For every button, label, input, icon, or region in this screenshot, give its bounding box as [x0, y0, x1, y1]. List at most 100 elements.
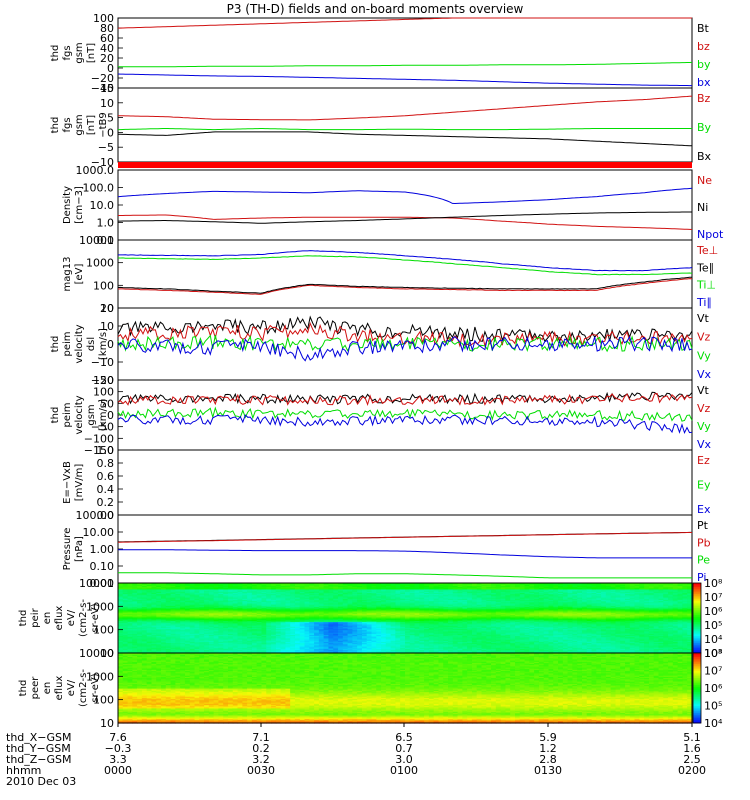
legend-Pb: Pb: [697, 536, 711, 549]
panel-frame: [117, 379, 693, 451]
plot-title: P3 (TH-D) fields and on-board moments ov…: [227, 2, 524, 16]
y-tick-label: 0.4: [97, 483, 115, 496]
series-Vz-line: [117, 321, 693, 348]
spectrogram-9: [118, 583, 693, 654]
y-tick-label: −20: [91, 374, 114, 387]
y-tick-label: 50: [100, 397, 114, 410]
y-axis-label: thd fgs gsm [nT] −tB9: [50, 112, 109, 138]
y-tick-label: 0.10: [90, 560, 115, 573]
legend-bx: bx: [697, 76, 711, 89]
y-tick-label: 10: [100, 97, 114, 110]
y-tick-label: 100: [93, 624, 114, 637]
panel-10: 10⁸ 10⁷ 10⁶ 10⁵ 10⁴ 10000 1000 100 10 thd peer en ef…: [18, 647, 723, 730]
colorbar-tick: 10⁷: [704, 665, 722, 678]
y-axis-label-line: thd: [50, 117, 61, 134]
series-Pi-line: [118, 549, 692, 559]
y-axis-label-line: thd: [18, 610, 29, 627]
y-axis-label-line: (cm2-s-: [78, 669, 89, 707]
y-axis-label-line: thd: [50, 336, 61, 353]
y-axis-label-line: (cm2-s-: [78, 599, 89, 637]
y-tick-label: 10: [100, 717, 114, 730]
y-axis-label: E=−VxB [mV/m]: [62, 461, 85, 504]
footer-value: 0200: [678, 764, 706, 777]
legend-Vt: Vt: [697, 384, 710, 397]
panel-2: 15 10 50 −5 −10 thd fgs gsm [nT] −tB9 Bz By Bx: [50, 82, 712, 169]
series-Npot-line: [117, 187, 693, 205]
footer-label: thd_X−GSM: [6, 731, 72, 744]
y-axis-label: thd peim velocity gsm [km/s]: [50, 395, 109, 434]
panel-7: 1.00.80.60.40.20.0 E=−VxB [mV/m] Ez Ey Ex: [62, 444, 711, 522]
y-axis-label-line: [nT]: [86, 43, 97, 63]
y-tick-label: 0: [107, 409, 114, 422]
legend-Ti∥: Ti∥: [696, 296, 712, 309]
y-axis-label-line: mag13: [62, 257, 73, 292]
y-axis-label-line: eflux: [54, 606, 65, 631]
y-tick-label: 10.00: [83, 526, 115, 539]
y-tick-label: 10: [100, 647, 114, 660]
series-Vt-line: [117, 391, 693, 405]
y-axis-label-line: Pressure: [62, 528, 73, 571]
y-tick-label: 10.0: [90, 199, 115, 212]
y-axis-label-line: −tB9: [98, 112, 109, 138]
footer-value: 2.8: [539, 753, 557, 766]
legend-Npot: Npot: [697, 228, 724, 241]
footer-value: −0.3: [105, 742, 132, 755]
y-tick-label: 1000: [86, 257, 114, 270]
y-tick-label: 10000: [79, 577, 114, 590]
legend-Ne: Ne: [697, 174, 712, 187]
y-axis-label-line: Density: [62, 186, 73, 224]
y-tick-label: 100.0: [83, 182, 115, 195]
y-axis-label-line: [km/s]: [98, 399, 109, 431]
legend-Vx: Vx: [697, 438, 712, 451]
y-axis-label-line: sr-eV): [90, 673, 101, 702]
series-Ne-line: [118, 214, 693, 230]
panel-frame: [117, 169, 693, 241]
legend-by: by: [697, 58, 711, 71]
y-axis-label: Pressure [nPa]: [62, 528, 85, 571]
y-tick-label: 10000: [79, 234, 114, 247]
y-axis-label-line: thd: [50, 45, 61, 62]
y-tick-label: 40: [100, 42, 114, 55]
legend-Te∥: Te∥: [696, 261, 714, 274]
y-axis-label-line: fgs: [62, 117, 73, 132]
footer-label: thd_Y−GSM: [6, 742, 71, 755]
footer-value: 7.1: [252, 731, 270, 744]
y-axis-label-line: gsm: [74, 114, 85, 135]
y-axis-label-line: peim: [62, 402, 73, 427]
y-tick-label: 0.01: [90, 577, 115, 590]
y-tick-label: −10: [91, 156, 114, 169]
y-tick-label: 1000: [86, 670, 114, 683]
y-axis-label-line: gsm: [86, 404, 97, 425]
y-axis-label: thd peir en eflux eV/(cm2-s-sr-eV): [18, 599, 101, 637]
y-axis-label-line: dsl: [86, 337, 97, 351]
y-tick-label: 20: [100, 302, 114, 315]
y-tick-label: 100: [93, 12, 114, 25]
y-axis-label-line: en: [42, 612, 53, 625]
panel-frame: [117, 87, 693, 163]
y-tick-label: 0.8: [97, 457, 115, 470]
series-by-line: [118, 61, 693, 68]
footer-value: 6.5: [395, 731, 413, 744]
y-tick-label: −50: [91, 421, 114, 434]
footer-label: thd_Z−GSM: [6, 753, 72, 766]
series-Vx-line: [117, 335, 693, 362]
y-axis-label-line: [nPa]: [74, 536, 85, 562]
colorbar-10: 10⁸ 10⁷ 10⁶ 10⁵ 10⁴: [692, 647, 723, 730]
legend-Ex: Ex: [697, 503, 711, 516]
y-axis-label: thd peer en eflux eV/(cm2-s-sr-eV): [18, 669, 101, 707]
legend-Ni: Ni: [697, 201, 708, 214]
y-axis-label-line: [eV]: [74, 264, 85, 285]
legend-Vz: Vz: [697, 402, 711, 415]
panel-frame: [117, 17, 693, 89]
y-tick-label: 10: [100, 302, 114, 315]
y-axis-label-line: [nT]: [86, 115, 97, 135]
y-tick-label: 0.2: [97, 496, 115, 509]
y-tick-label: −20: [91, 72, 114, 85]
y-tick-label: 1.00: [90, 543, 115, 556]
y-tick-label: 0.0: [97, 509, 115, 522]
y-axis-label-line: E=−VxB: [62, 461, 73, 504]
series-bx-line: [117, 73, 692, 87]
y-axis-label-line: fgs: [62, 45, 73, 60]
y-tick-label: 60: [100, 32, 114, 45]
